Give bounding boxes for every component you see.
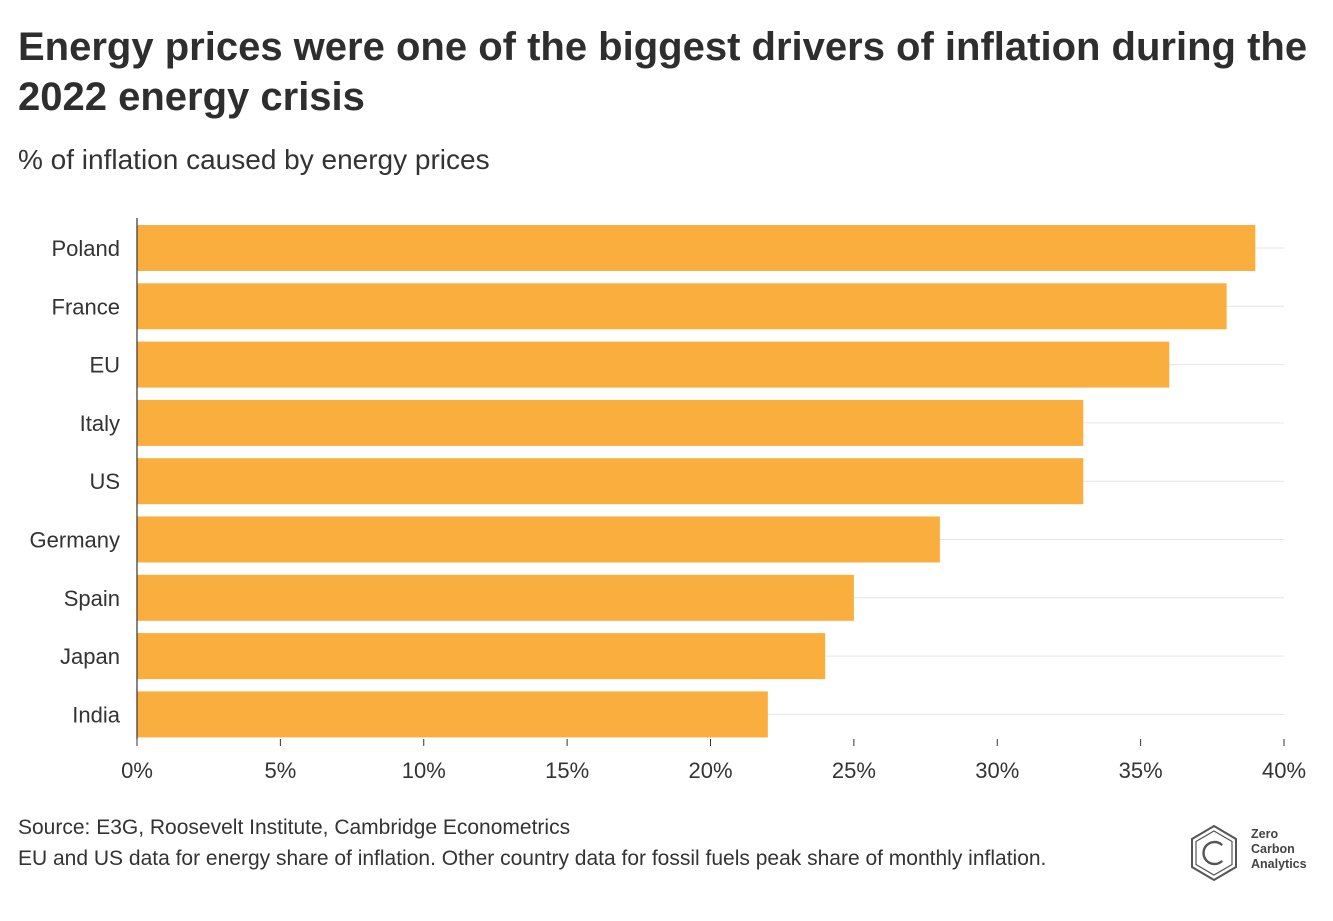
logo-line-2: Carbon (1251, 842, 1295, 856)
logo-line-3: Analytics (1251, 857, 1307, 871)
bar-eu (137, 341, 1170, 388)
category-label: India (72, 702, 120, 727)
bar-germany (137, 516, 940, 563)
logo-wordmark: Zero Carbon Analytics (1251, 827, 1307, 872)
x-tick-label: 40% (1262, 758, 1306, 783)
bar-france (137, 283, 1227, 330)
category-label: Germany (30, 528, 120, 553)
bar-india (137, 691, 768, 738)
bar-chart: Poland France EU Italy US Germany Spain Japan In… (30, 218, 1306, 783)
category-label: EU (89, 353, 120, 378)
chart-title: Energy prices were one of the biggest dr… (18, 25, 1308, 119)
x-tick-label: 0% (121, 758, 153, 783)
logo-line-1: Zero (1251, 827, 1279, 841)
category-label: Italy (80, 411, 120, 436)
x-tick-label: 5% (264, 758, 296, 783)
x-tick-label: 35% (1119, 758, 1163, 783)
hexagon-c-icon (1191, 824, 1237, 882)
bar-spain (137, 574, 854, 621)
category-label: Poland (51, 236, 120, 261)
category-label: Japan (60, 644, 120, 669)
source-note: Source: E3G, Roosevelt Institute, Cambri… (18, 816, 571, 839)
x-tick-label: 10% (402, 758, 446, 783)
x-tick-label: 15% (545, 758, 589, 783)
bar-italy (137, 399, 1084, 446)
data-note: EU and US data for energy share of infla… (18, 847, 1047, 870)
bar-japan (137, 633, 826, 680)
chart-footer: Source: E3G, Roosevelt Institute, Cambri… (18, 812, 1178, 874)
bar-poland (137, 225, 1256, 271)
bar-us (137, 458, 1084, 505)
category-label: Spain (64, 586, 120, 611)
chart-subtitle: % of inflation caused by energy prices (18, 144, 490, 175)
category-label: France (52, 294, 120, 319)
zero-carbon-analytics-logo: Zero Carbon Analytics (1188, 824, 1328, 884)
x-tick-label: 20% (688, 758, 732, 783)
x-tick-label: 30% (975, 758, 1019, 783)
x-tick-label: 25% (832, 758, 876, 783)
category-label: US (89, 469, 120, 494)
